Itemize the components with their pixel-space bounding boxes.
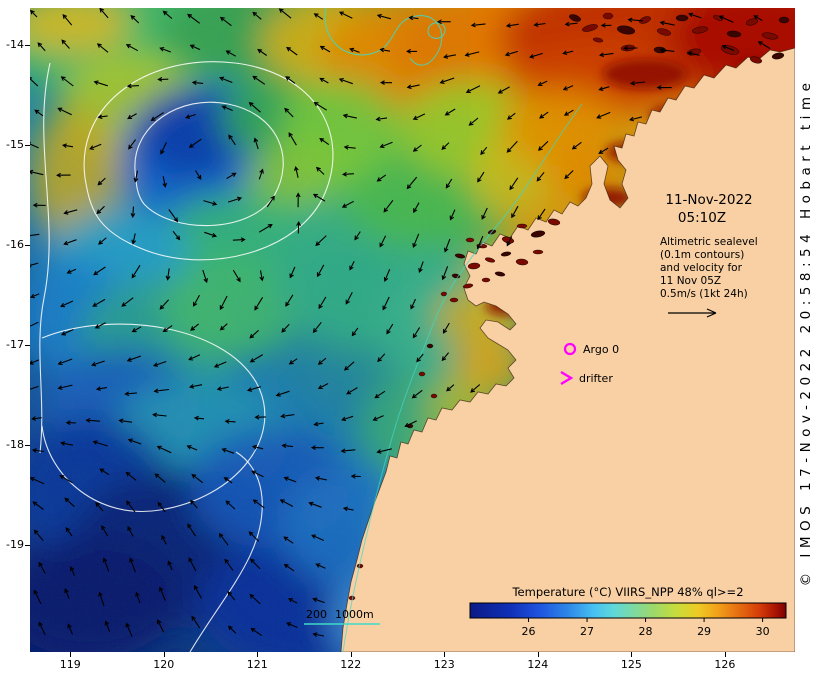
x-axis-tick-label: 121 [246, 658, 268, 671]
drifter-marker [560, 370, 574, 386]
x-axis-tick-label: 126 [714, 658, 736, 671]
note-line-4: 11 Nov 05Z [660, 275, 721, 287]
x-axis-tick-label: 119 [59, 658, 81, 671]
velocity-scale-arrow [668, 308, 717, 318]
note-line-3: and velocity for [660, 262, 743, 274]
sealevel-contours [39, 61, 334, 652]
drifter-label: drifter [579, 372, 613, 385]
sealevel-contour [39, 62, 51, 454]
y-axis-tick-label: -15 [6, 138, 24, 151]
bathy-depth-1000-label: 1000m [335, 608, 374, 621]
map-canvas: 11-Nov-2022 05:10Z Altimetric sealevel (… [30, 8, 795, 652]
bathymetry-contour [342, 103, 583, 652]
y-axis-tick-label: -18 [6, 438, 24, 451]
obs-date: 11-Nov-2022 [665, 192, 752, 208]
obs-time: 05:10Z [678, 210, 726, 226]
x-axis-tick-mark [257, 652, 259, 657]
y-axis-tick-mark [25, 345, 30, 346]
colorbar-tick-label: 29 [697, 625, 711, 638]
note-line-2: (0.1m contours) [660, 249, 744, 261]
colorbar-tick-label: 26 [522, 625, 536, 638]
colorbar-ticks: 26 27 28 29 30 [522, 618, 770, 638]
y-axis-tick-mark [25, 45, 30, 46]
bathy-depth-200-label: 200 [306, 608, 327, 621]
note-line-5: 0.5m/s (1kt 24h) [660, 288, 748, 300]
x-axis-tick-mark [163, 652, 165, 657]
x-axis-tick-mark [350, 652, 352, 657]
y-axis-tick-label: -14 [6, 38, 24, 51]
sealevel-contour [189, 451, 263, 652]
x-axis-tick-mark [70, 652, 72, 657]
y-axis-tick-label: -17 [6, 338, 24, 351]
x-axis-tick-label: 122 [340, 658, 362, 671]
note-line-1: Altimetric sealevel [660, 236, 758, 248]
x-axis-tick-label: 124 [527, 658, 549, 671]
sealevel-contour [134, 101, 284, 227]
x-axis-tick-mark [537, 652, 539, 657]
copyright-text: © IMOS 17-Nov-2022 20:58:54 Hobart time [798, 77, 814, 587]
colorbar: Temperature (°C) VIIRS_NPP 48% ql>=2 26 2… [469, 585, 787, 638]
x-axis-tick-mark [444, 652, 446, 657]
sealevel-contour [83, 61, 334, 261]
x-axis-tick-label: 123 [433, 658, 455, 671]
bathymetry-contour [427, 22, 446, 39]
x-axis-tick-mark [631, 652, 633, 657]
bathymetry-contours [324, 8, 583, 652]
colorbar-title: Temperature (°C) VIIRS_NPP 48% ql>=2 [511, 585, 743, 599]
y-axis-tick-label: -19 [6, 538, 24, 551]
y-axis-tick-label: -16 [6, 238, 24, 251]
y-axis-tick-mark [25, 145, 30, 146]
bathymetry-contour [324, 8, 443, 66]
land-mass [340, 47, 795, 652]
x-axis-tick-label: 120 [153, 658, 175, 671]
y-axis-tick-mark [25, 245, 30, 246]
map-annotations: 11-Nov-2022 05:10Z Altimetric sealevel (… [304, 192, 758, 625]
colorbar-gradient-bar [469, 602, 787, 619]
x-axis-tick-mark [724, 652, 726, 657]
y-axis-tick-mark [25, 445, 30, 446]
colorbar-tick-label: 30 [756, 625, 770, 638]
velocity-vector-arrows [30, 8, 771, 638]
argo-label: Argo 0 [583, 343, 619, 356]
x-axis-tick-label: 125 [620, 658, 642, 671]
velocity-vectors [30, 8, 771, 638]
colorbar-tick-label: 28 [639, 625, 653, 638]
sealevel-contour [41, 323, 266, 512]
colorbar-tick-label: 27 [580, 625, 594, 638]
argo-float-marker [563, 342, 577, 356]
y-axis-tick-mark [25, 545, 30, 546]
